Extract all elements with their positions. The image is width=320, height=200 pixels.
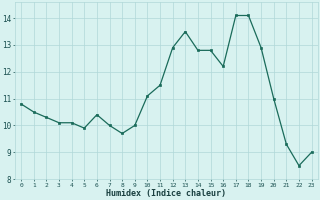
X-axis label: Humidex (Indice chaleur): Humidex (Indice chaleur) (106, 189, 226, 198)
